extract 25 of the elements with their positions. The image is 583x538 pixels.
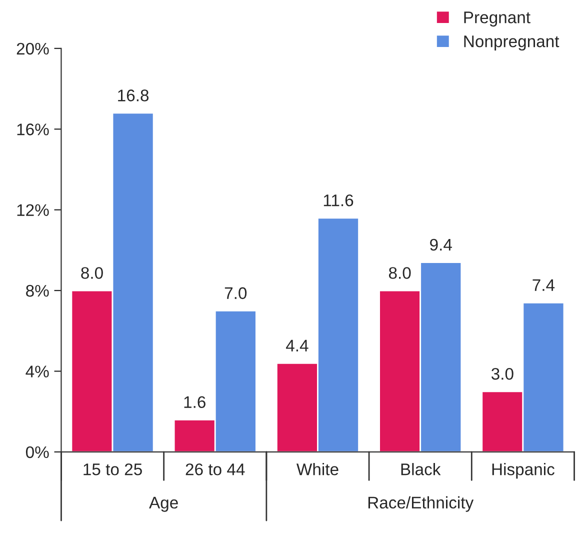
y-tick-label: 12%	[17, 204, 49, 216]
x-tick-label: 26 to 44	[186, 463, 245, 476]
data-label: 8.0	[81, 267, 103, 279]
data-label: 16.8	[118, 90, 149, 102]
data-label: 7.4	[532, 279, 555, 291]
data-label: 7.0	[224, 287, 247, 300]
y-tick-label: 4%	[26, 366, 49, 378]
x-tick-label: Black	[401, 463, 441, 476]
data-label: 9.4	[430, 238, 452, 251]
x-tick-label: White	[296, 463, 338, 476]
y-tick-label: 20%	[16, 42, 49, 55]
legend-label: Nonpregnant	[464, 36, 560, 51]
y-tick-label: 8%	[26, 284, 49, 297]
data-label: 4.4	[286, 340, 308, 352]
text: Race/Ethnicity	[368, 496, 474, 512]
y-tick-label: 0%	[26, 446, 49, 458]
text: Age	[149, 496, 178, 512]
data-label: 1.6	[184, 396, 206, 408]
data-label: 3.0	[491, 368, 514, 380]
x-tick-label: Hispanic	[492, 463, 554, 479]
data-label: 11.6	[324, 194, 354, 206]
y-tick-label: 16%	[17, 124, 49, 136]
x-tick-label: 15 to 25	[84, 463, 142, 476]
data-label: 8.0	[388, 267, 411, 279]
legend-label: Pregnant	[464, 12, 530, 27]
